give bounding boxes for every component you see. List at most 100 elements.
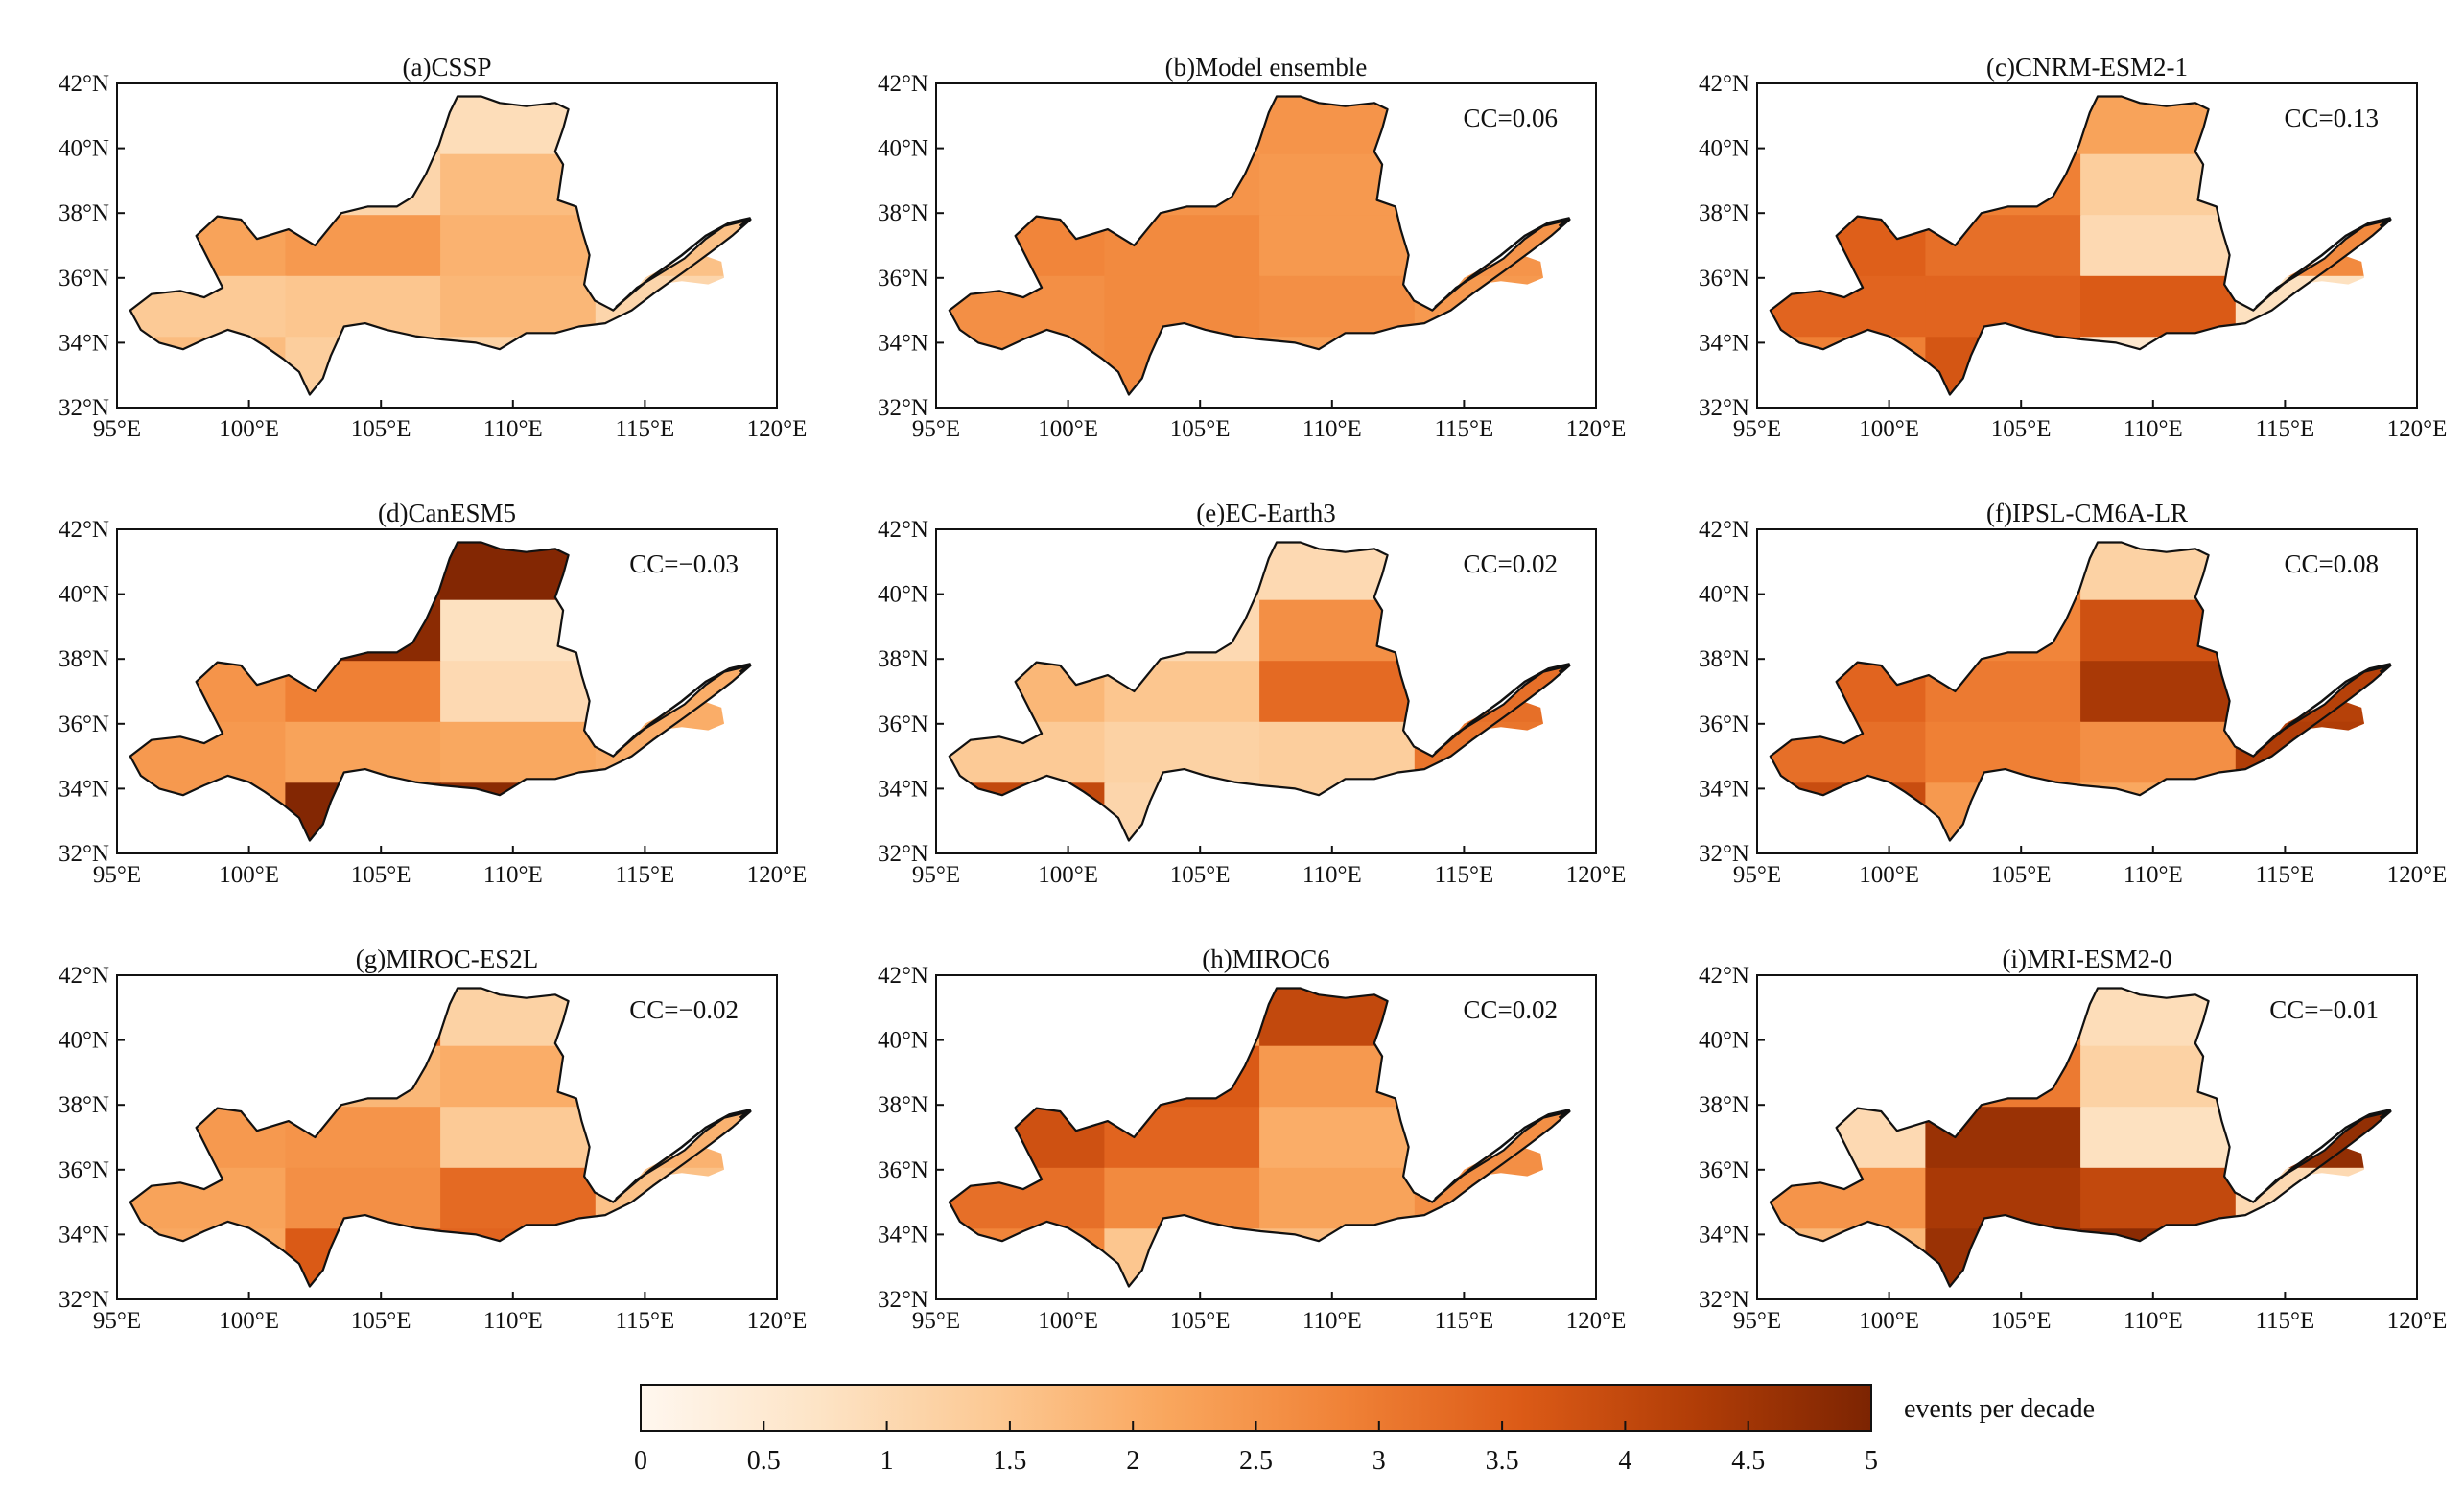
panel-title: (c)CNRM-ESM2-1 — [1986, 53, 2188, 82]
lon-tick-label: 120°E — [1566, 416, 1627, 442]
lat-tick-label: 38°N — [59, 646, 109, 672]
field-cell — [2080, 1228, 2237, 1287]
river-line — [2255, 1109, 2392, 1201]
lon-tick-label: 105°E — [351, 1308, 411, 1334]
field-cell — [595, 1045, 751, 1109]
field-cell — [1414, 1228, 1570, 1287]
colorbar-tick-label: 4.5 — [1731, 1446, 1765, 1476]
field-cell — [2080, 1045, 2237, 1109]
field-cell — [1104, 661, 1261, 723]
field-cell — [1925, 275, 2082, 338]
field-cell — [2235, 1228, 2391, 1287]
field-cell — [285, 542, 442, 601]
field-cell — [285, 337, 442, 395]
field-cell — [2235, 599, 2391, 663]
lat-tick-label: 42°N — [878, 517, 928, 543]
lat-tick-label: 40°N — [1699, 1028, 1749, 1054]
colorbar-tick-label: 1 — [880, 1446, 894, 1476]
lon-tick-label: 120°E — [1566, 862, 1627, 888]
field-cell — [595, 337, 751, 395]
lon-tick-label: 120°E — [2387, 1308, 2448, 1334]
field-cell — [129, 1045, 287, 1109]
field-cell — [440, 1228, 597, 1287]
lat-tick-label: 42°N — [1699, 517, 1749, 543]
field-cell — [1770, 721, 1927, 784]
lat-tick-label: 32°N — [878, 1287, 928, 1313]
map-frame — [935, 82, 1597, 409]
colorbar-tick-label: 3.5 — [1486, 1446, 1519, 1476]
lon-tick-label: 100°E — [1038, 1308, 1098, 1334]
field-cell — [2080, 337, 2237, 395]
field-cell — [129, 988, 287, 1047]
field-cell — [1259, 215, 1416, 277]
field-cell — [1414, 1167, 1570, 1230]
field-cell — [1104, 782, 1261, 841]
field-cell — [595, 1228, 751, 1287]
field-cell — [1770, 782, 1927, 841]
lon-tick-label: 115°E — [1434, 1308, 1493, 1334]
panel-title: (g)MIROC-ES2L — [356, 945, 539, 973]
field-cell — [1259, 782, 1416, 841]
field-cell — [1770, 1167, 1927, 1230]
river-line — [615, 663, 752, 755]
panel-title: (f)IPSL-CM6A-LR — [1986, 499, 2188, 527]
field-cell — [2080, 721, 2237, 784]
field-cell — [949, 599, 1106, 663]
lat-tick-label: 36°N — [878, 1157, 928, 1183]
river-line — [2255, 663, 2392, 755]
field-cell — [129, 337, 287, 395]
colorbar-unit-label: events per decade — [1904, 1394, 2095, 1424]
lat-tick-label: 38°N — [878, 1092, 928, 1118]
field-cell — [2235, 153, 2391, 217]
lon-tick-label: 115°E — [2255, 1308, 2314, 1334]
field-cell — [1770, 988, 1927, 1047]
field-cell — [1770, 599, 1927, 663]
field-cell — [440, 542, 597, 601]
field-cell — [949, 1045, 1106, 1109]
lat-tick-label: 34°N — [59, 776, 109, 802]
lat-tick-label: 38°N — [1699, 200, 1749, 226]
field-cell — [1259, 275, 1416, 338]
field-cell — [949, 542, 1106, 601]
lon-tick-label: 120°E — [2387, 862, 2448, 888]
field-cell — [2235, 1167, 2391, 1230]
field-cell — [1104, 542, 1261, 601]
map-frame — [116, 974, 778, 1300]
field-cell — [2080, 96, 2237, 155]
lat-tick-label: 34°N — [878, 776, 928, 802]
map-frame — [116, 528, 778, 854]
panel-title: (e)EC-Earth3 — [1196, 499, 1335, 527]
map-panels: 42°N 40°N 38°N 36°N 34°N 32°N 95°E 100°E 105°E 11… — [59, 53, 2447, 1334]
field-cell — [2080, 215, 2237, 277]
panel-title: (a)CSSP — [402, 53, 491, 82]
field-cell — [1259, 988, 1416, 1047]
field-cell — [129, 599, 287, 663]
lon-tick-label: 120°E — [747, 1308, 808, 1334]
field-cell — [949, 337, 1106, 395]
lat-tick-label: 38°N — [59, 1092, 109, 1118]
river-line — [2255, 217, 2392, 309]
field-cell — [1925, 337, 2082, 395]
field-cell — [129, 542, 287, 601]
lat-tick-label: 42°N — [59, 517, 109, 543]
lon-tick-label: 100°E — [1038, 416, 1098, 442]
lat-tick-label: 34°N — [59, 1222, 109, 1248]
field-cell — [1414, 153, 1570, 217]
lon-tick-label: 105°E — [1170, 862, 1231, 888]
field-cell — [129, 1167, 287, 1230]
field-cell — [1414, 1045, 1570, 1109]
lat-tick-label: 32°N — [1699, 841, 1749, 867]
field-cell — [1925, 96, 2082, 155]
field-cell — [2235, 1045, 2391, 1109]
lat-tick-label: 32°N — [59, 395, 109, 421]
field-cell — [2235, 782, 2391, 841]
lon-tick-label: 95°E — [93, 862, 141, 888]
field-cell — [1259, 153, 1416, 217]
field-cell — [285, 215, 442, 277]
cc-label: CC=−0.01 — [2269, 995, 2379, 1024]
lat-tick-label: 36°N — [1699, 1157, 1749, 1183]
field-cell — [129, 153, 287, 217]
field-cell — [595, 153, 751, 217]
field-cell — [440, 1167, 597, 1230]
lat-tick-label: 38°N — [878, 200, 928, 226]
